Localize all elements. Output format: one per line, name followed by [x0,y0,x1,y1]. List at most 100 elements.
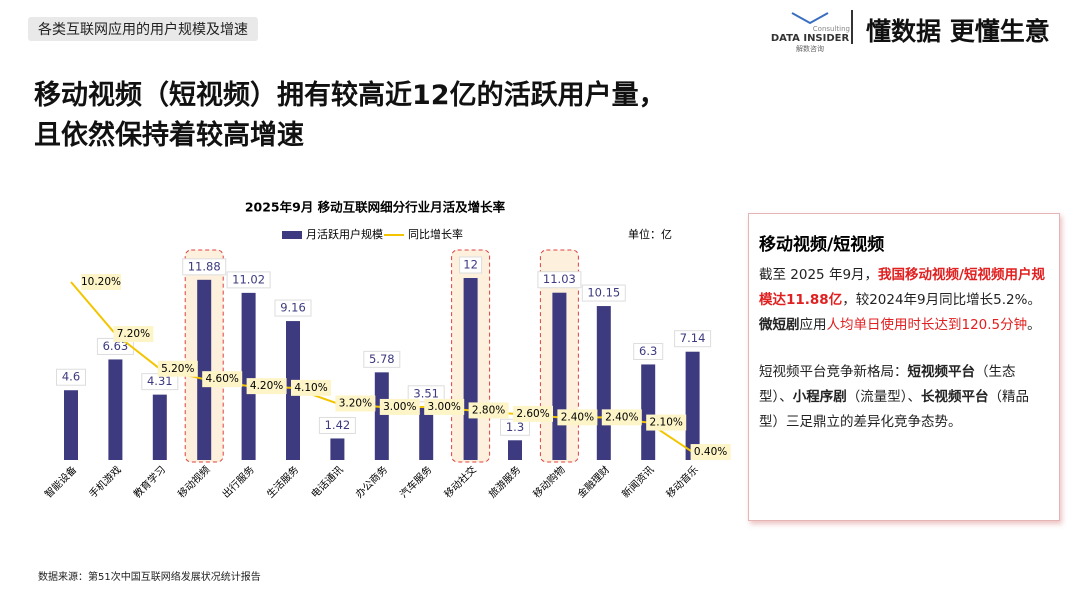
x-tick-label: 移动社交 [441,463,478,500]
x-tick-label: 生活服务 [264,463,301,500]
line-label: 2.10% [650,417,683,429]
line-label: 7.20% [117,328,150,340]
slogan: 懂数据 更懂生意 [866,17,1050,46]
line-label: 3.20% [339,397,372,409]
label-box [182,258,227,276]
x-tick-label: 汽车服务 [397,463,434,500]
x-tick-label: 智能设备 [42,463,79,500]
text: 微短剧 [759,317,800,333]
label-box [513,405,553,422]
legend-label: 月活跃用户规模 [306,227,383,241]
bar [641,364,656,460]
label-box [56,368,86,386]
x-tick-label: 旅游服务 [486,463,523,500]
text: 长视频平台 [921,389,989,405]
line-label: 5.20% [161,363,194,375]
text: 我国移动视频/短视频用户规模达11.88亿 [759,267,1045,308]
label-box [274,299,312,317]
paragraph: 截至 2025 年9月，我国移动视频/短视频用户规模达11.88亿，较2024年… [759,263,1049,338]
bar-label: 1.3 [506,420,524,434]
label-box [646,414,687,431]
label-box [601,409,642,426]
label-box [581,284,626,302]
label-box [202,371,243,388]
line-label: 3.00% [383,401,416,413]
line-label: 2.60% [516,408,549,420]
logo-text: DATA INSIDER [770,33,850,44]
label-box [335,395,376,412]
x-tick-label: 出行服务 [219,463,256,500]
line-label: 10.20% [81,276,121,288]
bar [108,359,123,460]
label-box [690,444,731,461]
line-label: 2.80% [472,404,505,416]
panel-title: 移动视频/短视频 [759,235,885,255]
bar [374,372,389,460]
label-box [157,360,198,377]
x-tick-label: 教育学习 [131,463,168,500]
legend-swatch [282,231,302,239]
label-box [318,416,356,434]
text: （流量型）、 [846,389,921,405]
text: （精品型）三足鼎立的差异化竞争态势。 [759,389,1029,430]
x-tick-label: 办公商务 [353,463,390,500]
panel: 移动视频/短视频 截至 2025 年9月，我国移动视频/短视频用户规模达11.8… [748,213,1060,521]
label-box [113,326,154,343]
bar-label: 4.6 [62,370,80,384]
bar [330,438,345,460]
label-box [424,398,465,415]
bar [64,390,78,460]
label-box [557,409,598,426]
bar [197,279,212,460]
chart-title: 2025年9月 移动互联网细分行业月活及增长率 [245,200,506,215]
paragraph: 短视频平台竞争新格局：短视频平台（生态型）、小程序剧（流量型）、长视频平台（精品… [759,360,1049,435]
line-label: 3.00% [428,401,461,413]
bar-label: 11.02 [232,272,265,286]
bar-label: 4.31 [147,374,173,388]
bar [463,278,478,460]
label-box [633,342,664,360]
bar-label: 6.3 [639,344,657,358]
text: 短视频平台 [907,364,976,380]
bar-label: 11.88 [188,259,221,273]
bar [596,306,611,460]
label-box [537,271,582,289]
text: 。 [1027,317,1041,333]
text: 应用 [799,317,827,333]
x-tick-label: 金融理财 [575,463,612,500]
bar-label: 3.51 [413,386,439,400]
logo-sub: Consulting [812,25,850,33]
bar-label: 7.14 [680,331,706,345]
line-label: 4.10% [294,382,327,394]
bar-label: 5.78 [369,352,395,366]
text: 截至 2025 年9月， [759,267,879,283]
x-tick-label: 手机游戏 [86,463,123,500]
text: 小程序剧 [792,389,847,405]
label-box [468,402,509,419]
bar [685,351,700,460]
tag: 各类互联网应用的用户规模及增速 [28,17,258,41]
headline-line: 且依然保持着较高增速 [34,120,304,151]
label-box [459,256,483,274]
label-box [246,378,287,395]
label-box [363,350,401,368]
line-label: 2.40% [605,411,638,423]
bar [552,292,567,460]
line-label: 0.40% [694,446,727,458]
unit: 单位：亿 [628,227,672,241]
chart: 2025年9月 移动互联网细分行业月活及增长率 单位：亿 月活跃用户规模 同比增长… [42,200,731,501]
logo-cn: 解数咨询 [796,45,824,53]
label-box [379,398,420,415]
x-tick-label: 新闻资讯 [619,463,656,500]
x-tick-label: 移动音乐 [663,463,700,500]
x-tick-label: 移动购物 [530,463,567,500]
bar [241,292,256,460]
logo-icon [791,12,829,25]
headline: 移动视频（短视频）拥有较高近12亿的活跃用户量， 且依然保持着较高增速 [34,76,666,156]
x-tick-label: 电话通讯 [308,463,345,500]
divider [851,10,853,44]
bar-label: 10.15 [587,286,620,300]
label-box [81,274,121,290]
logo: Consulting DATA INSIDER 解数咨询 [770,10,850,54]
